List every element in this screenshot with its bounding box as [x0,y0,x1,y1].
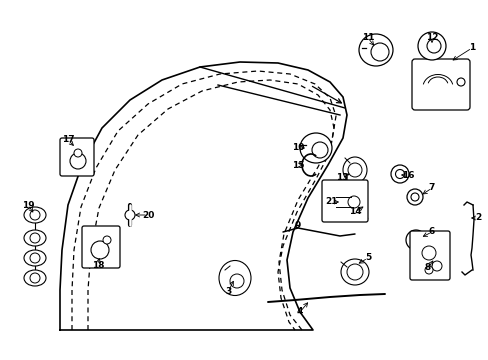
Text: 8: 8 [424,264,430,273]
Text: 14: 14 [348,207,361,216]
Ellipse shape [24,250,46,266]
Circle shape [421,246,435,260]
Circle shape [30,233,40,243]
Circle shape [370,43,388,61]
Circle shape [70,153,86,169]
Text: 1: 1 [468,44,474,53]
Circle shape [125,210,135,220]
Circle shape [347,196,359,208]
Circle shape [456,78,464,86]
Ellipse shape [340,259,368,285]
Text: 13: 13 [335,174,347,183]
Circle shape [406,189,422,205]
Ellipse shape [219,261,250,296]
Circle shape [346,264,362,280]
Circle shape [30,253,40,263]
Circle shape [347,163,361,177]
Text: 4: 4 [296,307,303,316]
Text: 5: 5 [364,253,370,262]
FancyBboxPatch shape [82,226,120,268]
Text: 20: 20 [142,211,154,220]
Circle shape [431,261,441,271]
Text: 17: 17 [61,135,74,144]
FancyBboxPatch shape [321,180,367,222]
Text: 18: 18 [92,261,104,270]
Text: 16: 16 [401,171,413,180]
Circle shape [311,142,327,158]
Text: 11: 11 [361,33,373,42]
Ellipse shape [358,34,392,66]
Text: 12: 12 [425,33,437,42]
Ellipse shape [417,32,445,60]
Text: 19: 19 [21,201,34,210]
Ellipse shape [24,230,46,246]
Circle shape [74,149,82,157]
Circle shape [30,210,40,220]
Ellipse shape [342,157,366,183]
Circle shape [91,241,109,259]
Circle shape [229,274,244,288]
Text: 3: 3 [224,288,231,297]
Circle shape [410,235,420,245]
Text: 7: 7 [428,184,434,193]
Text: 15: 15 [291,161,304,170]
Circle shape [395,170,404,179]
FancyBboxPatch shape [411,59,469,110]
Circle shape [30,273,40,283]
Circle shape [405,230,425,250]
Text: 21: 21 [325,198,338,207]
FancyBboxPatch shape [60,138,94,176]
Circle shape [410,193,418,201]
Circle shape [390,165,408,183]
FancyBboxPatch shape [409,231,449,280]
Text: 10: 10 [291,144,304,153]
Circle shape [424,266,432,274]
Ellipse shape [24,207,46,223]
Text: 9: 9 [294,220,301,230]
Circle shape [103,236,111,244]
Text: 6: 6 [428,228,434,237]
Text: 2: 2 [474,213,480,222]
Ellipse shape [299,133,331,163]
Ellipse shape [24,270,46,286]
Circle shape [426,39,440,53]
